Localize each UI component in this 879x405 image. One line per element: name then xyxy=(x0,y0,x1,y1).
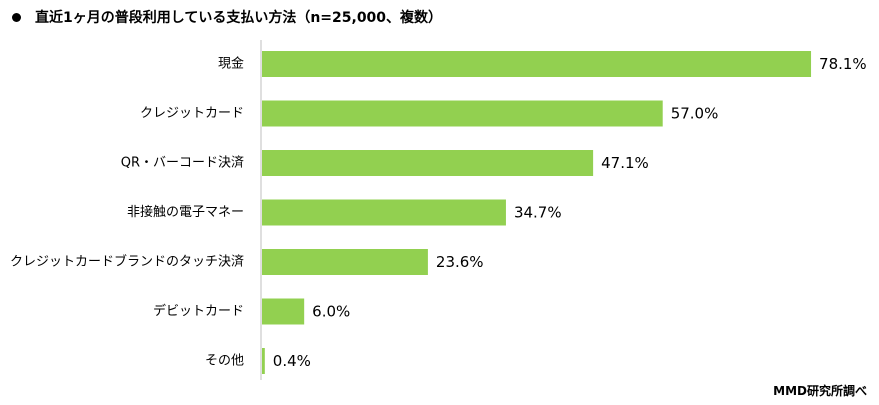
value-label-6: 0.4% xyxy=(273,352,311,370)
category-label-5: デビットカード xyxy=(153,303,244,319)
value-label-0: 78.1% xyxy=(819,55,867,73)
chart-title: 直近1ヶ月の普段利用している支払い方法（n=25,000、複数） xyxy=(35,10,443,26)
bar-5 xyxy=(262,298,305,325)
bar-4 xyxy=(262,249,428,275)
chart-title-row: 直近1ヶ月の普段利用している支払い方法（n=25,000、複数） xyxy=(8,6,442,28)
source-note: MMD研究所調べ xyxy=(773,384,867,398)
bar-6 xyxy=(262,348,265,374)
bar-3 xyxy=(262,199,506,226)
bar-1 xyxy=(262,100,663,127)
category-label-6: その他 xyxy=(205,354,244,369)
value-label-1: 57.0% xyxy=(671,105,719,123)
bullet-icon xyxy=(12,12,21,22)
value-label-3: 34.7% xyxy=(514,204,562,222)
bar-0 xyxy=(262,51,812,77)
value-label-2: 47.1% xyxy=(601,154,649,172)
value-label-5: 6.0% xyxy=(312,303,350,321)
bar-2 xyxy=(262,150,594,176)
category-label-4: クレジットカードブランドのタッチ決済 xyxy=(10,254,244,270)
category-label-2: QR・バーコード決済 xyxy=(121,155,244,171)
category-label-1: クレジットカード xyxy=(140,106,244,121)
category-label-0: 現金 xyxy=(218,56,244,72)
value-label-4: 23.6% xyxy=(436,253,484,271)
category-label-3: 非接触の電子マネー xyxy=(127,204,244,220)
